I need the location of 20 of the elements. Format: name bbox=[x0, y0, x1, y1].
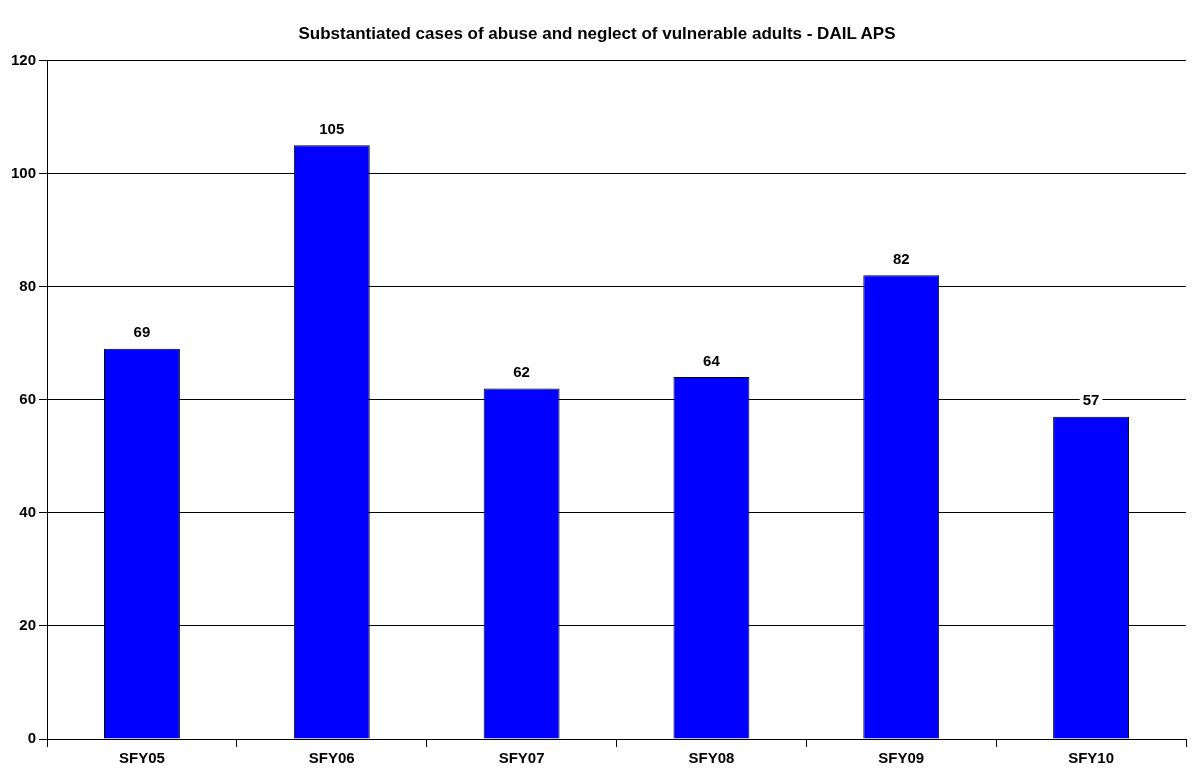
y-tick-label: 100 bbox=[11, 163, 37, 181]
data-label: 57 bbox=[1082, 391, 1100, 409]
x-tick-label: SFY10 bbox=[1068, 749, 1115, 767]
x-tick-label: SFY09 bbox=[878, 749, 925, 767]
x-tick-label: SFY05 bbox=[119, 749, 165, 767]
x-tick-label: SFY07 bbox=[498, 749, 545, 767]
data-label: 69 bbox=[133, 323, 151, 341]
y-tick-label: 20 bbox=[19, 616, 37, 634]
y-tick-label: 120 bbox=[11, 50, 37, 68]
y-tick-label: 40 bbox=[19, 502, 37, 520]
data-label: 105 bbox=[319, 119, 345, 137]
chart-title: Substantiated cases of abuse and neglect of vulnerable adults - DAIL APS bbox=[298, 23, 896, 43]
y-tick-label: 60 bbox=[19, 389, 37, 407]
y-tick-label: 80 bbox=[19, 276, 37, 294]
data-label: 64 bbox=[703, 351, 721, 369]
y-tick-label: 0 bbox=[27, 729, 37, 747]
data-label: 82 bbox=[892, 249, 910, 267]
data-label: 62 bbox=[513, 363, 530, 381]
x-tick-label: SFY08 bbox=[688, 749, 735, 767]
x-tick-label: SFY06 bbox=[308, 749, 355, 767]
